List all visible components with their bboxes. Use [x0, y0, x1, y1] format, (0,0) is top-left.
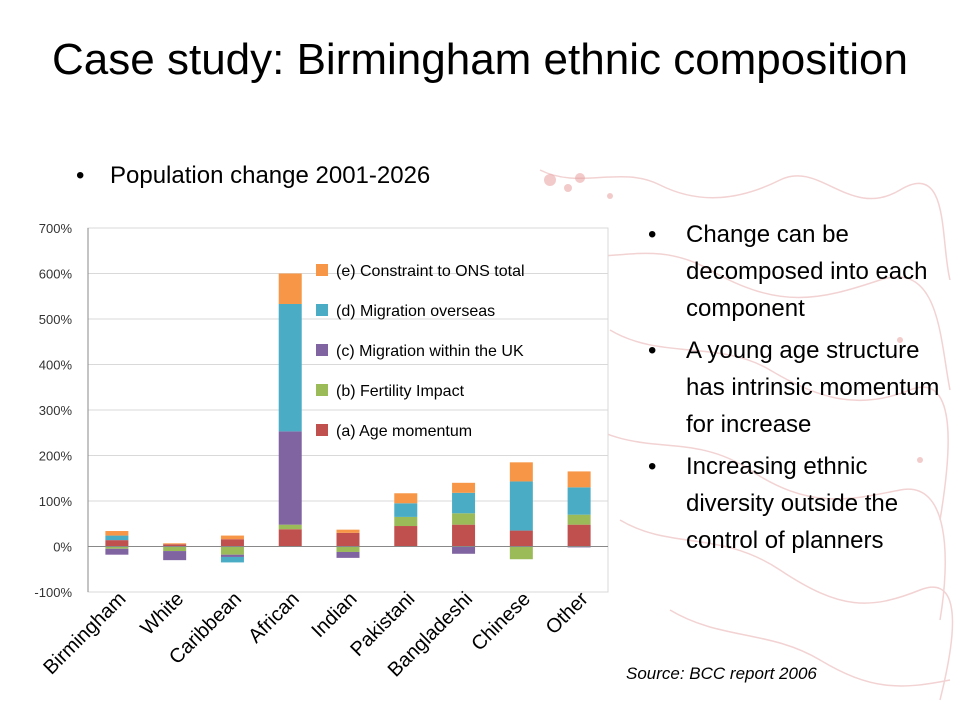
bar-segment — [105, 548, 129, 555]
key-point-age-structure: • A young age structure has intrinsic mo… — [648, 332, 956, 443]
bar-segment — [567, 524, 591, 547]
map-background-decoration — [529, 169, 954, 701]
population-change-bullet: • Population change 2001-2026 — [76, 158, 431, 194]
bar-segment — [567, 471, 591, 488]
legend-swatch — [316, 424, 328, 436]
bar-segment — [278, 529, 302, 547]
source-note: Source: BCC report 2006 — [626, 664, 817, 683]
bar-segment — [452, 492, 476, 514]
bar-segment — [336, 529, 360, 533]
bar-segment — [509, 546, 533, 560]
bar-segment — [278, 524, 302, 530]
category-label: African — [244, 588, 304, 648]
legend-label: (a) Age momentum — [336, 423, 472, 440]
y-tick-label: 400% — [39, 358, 73, 373]
y-tick-label: 0% — [53, 540, 72, 555]
y-tick-label: 200% — [39, 449, 73, 464]
bullet-dot-icon: • — [76, 162, 85, 189]
bar-segment — [220, 554, 244, 557]
bar-segment — [278, 273, 302, 304]
bullet-dot-icon: • — [648, 221, 657, 248]
key-point-diversity: • Increasing ethnic diversity outside th… — [648, 448, 956, 559]
y-tick-label: 500% — [39, 312, 73, 327]
bar-segment — [220, 539, 244, 547]
population-change-chart: 700% 600% 500% 400% 300% 200% 100% 0% -100%Birmi… — [34, 221, 609, 681]
bar-segment — [336, 532, 360, 547]
bar-segment — [163, 551, 187, 561]
bar-segment — [278, 303, 302, 432]
bullet-dot-icon: • — [648, 337, 657, 364]
legend-label: (d) Migration overseas — [336, 303, 495, 320]
key-points-list: • Change can be decomposed into each com… — [648, 216, 956, 564]
bar-segment — [452, 513, 476, 525]
slide-title: Case study: Birmingham ethnic compositio… — [52, 35, 908, 84]
legend-label: (c) Migration within the UK — [336, 343, 524, 360]
bar-segment — [163, 544, 187, 547]
legend-swatch — [316, 344, 328, 356]
bar-segment — [163, 543, 187, 545]
y-tick-label: 700% — [39, 221, 73, 236]
bar-segment — [567, 487, 591, 515]
category-label: Chinese — [467, 588, 534, 655]
population-change-label: Population change 2001-2026 — [110, 162, 431, 189]
legend-swatch — [316, 304, 328, 316]
bar-segment — [394, 526, 418, 547]
category-label: Other — [542, 588, 593, 639]
category-label: Birmingham — [39, 588, 130, 679]
bar-segment — [163, 546, 187, 552]
bar-segment — [220, 556, 244, 563]
bar-segment — [336, 546, 360, 552]
legend-swatch — [316, 384, 328, 396]
y-tick-label: -100% — [34, 585, 72, 600]
key-point-text: A young age structure has intrinsic mome… — [686, 337, 940, 438]
y-tick-label: 600% — [39, 267, 73, 282]
key-point-text: Increasing ethnic diversity outside the … — [686, 453, 899, 554]
bar-segment — [452, 546, 476, 554]
bar-segment — [452, 524, 476, 547]
legend-swatch — [316, 264, 328, 276]
bar-segment — [220, 546, 244, 555]
bar-segment — [509, 462, 533, 482]
category-label: Indian — [307, 588, 361, 642]
bar-segment — [509, 481, 533, 531]
bar-segment — [452, 482, 476, 493]
bar-segment — [278, 431, 302, 525]
bar-segment — [105, 546, 129, 549]
bar-segment — [105, 535, 129, 541]
bar-segment — [336, 551, 360, 558]
bullet-dot-icon: • — [648, 453, 657, 480]
key-point-decomposition: • Change can be decomposed into each com… — [648, 216, 956, 327]
y-tick-label: 100% — [39, 494, 73, 509]
category-label: White — [136, 588, 188, 640]
bar-segment — [220, 535, 244, 540]
bar-segment — [509, 530, 533, 547]
legend-label: (b) Fertility Impact — [336, 383, 465, 400]
bar-segment — [394, 503, 418, 517]
legend-label: (e) Constraint to ONS total — [336, 263, 525, 280]
bar-segment — [105, 540, 129, 547]
y-tick-label: 300% — [39, 403, 73, 418]
bar-segment — [394, 516, 418, 527]
bar-segment — [394, 493, 418, 504]
bar-segment — [105, 531, 129, 536]
bar-segment — [567, 514, 591, 525]
key-point-text: Change can be decomposed into each compo… — [686, 221, 928, 322]
